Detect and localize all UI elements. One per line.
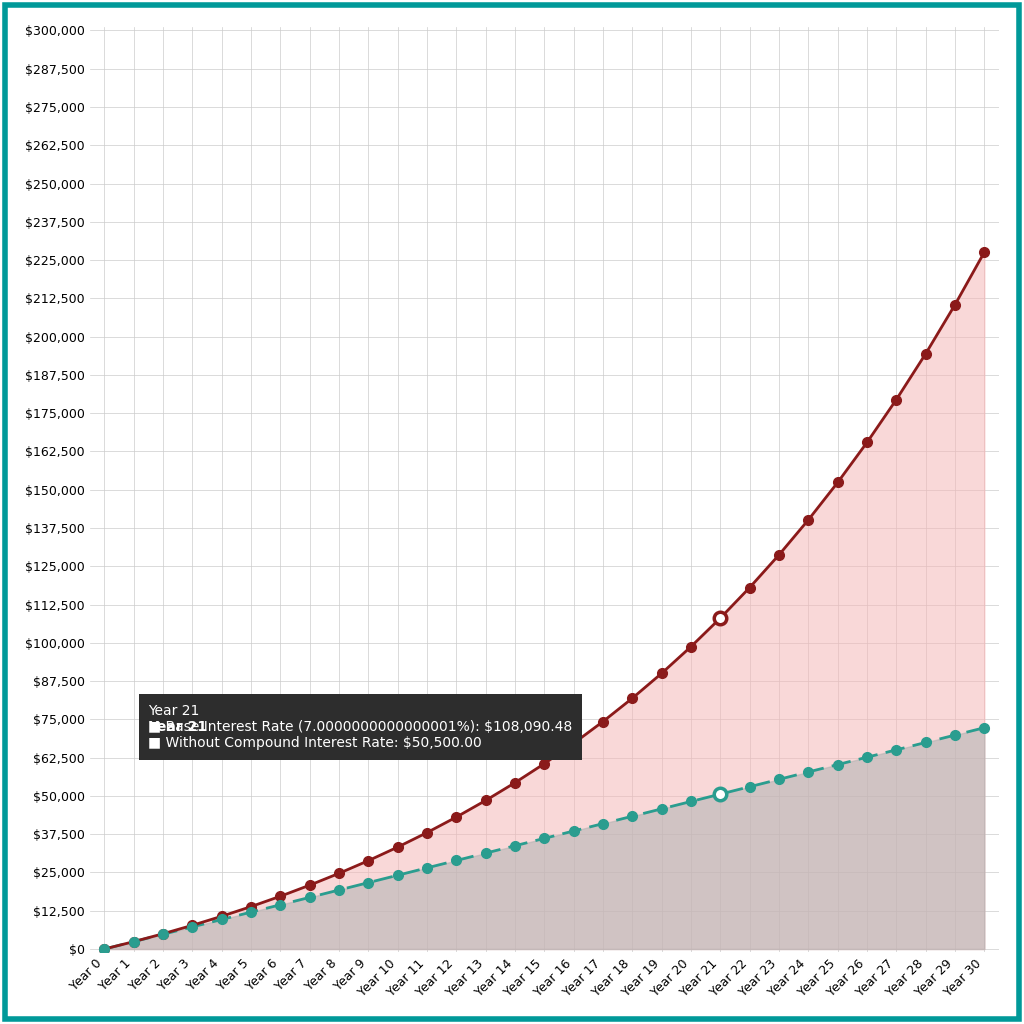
Text: Year 21
■ Base Interest Rate (7.0000000000000001%): $108,090.48
■ Without Compou: Year 21 ■ Base Interest Rate (7.00000000… bbox=[148, 705, 572, 751]
Text: Year 21: Year 21 bbox=[148, 720, 208, 734]
